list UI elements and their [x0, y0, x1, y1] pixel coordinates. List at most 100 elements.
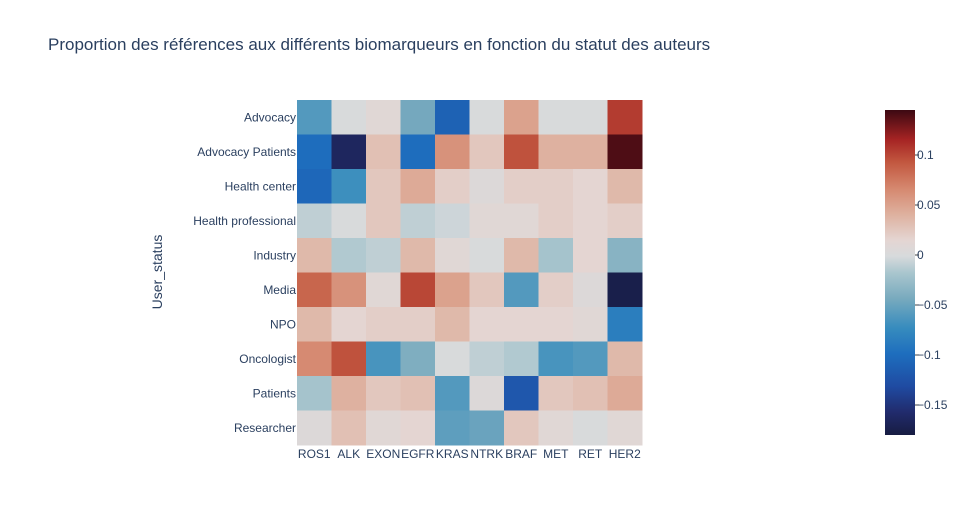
heatmap-cell — [400, 169, 436, 204]
heatmap-cell — [573, 376, 608, 411]
y-axis-title: User_status — [149, 235, 165, 310]
x-tick-label: KRAS — [436, 447, 469, 461]
heatmap-cell — [435, 341, 470, 377]
x-tick-label: EXON — [366, 447, 400, 461]
heatmap-cell — [504, 238, 539, 273]
y-tick-label: Media — [263, 283, 296, 297]
heatmap-cell — [331, 410, 367, 446]
heatmap-cell — [297, 134, 332, 170]
heatmap-cell — [573, 341, 608, 377]
heatmap-cell — [607, 134, 643, 170]
heatmap-cell — [573, 134, 608, 170]
heatmap-cell — [297, 203, 332, 239]
heatmap-cell — [573, 203, 608, 239]
heatmap-cell — [400, 238, 436, 273]
heatmap-cell — [607, 272, 643, 308]
y-tick-label: NPO — [270, 317, 296, 331]
heatmap-cell — [331, 134, 367, 170]
heatmap-cell — [435, 272, 470, 308]
y-tick-label: Advocacy — [244, 110, 296, 124]
heatmap-cell — [400, 272, 436, 308]
heatmap-cell — [366, 134, 401, 170]
x-tick-label: EGFR — [401, 447, 435, 461]
heatmap-cell — [366, 272, 401, 308]
heatmap-cell — [366, 376, 401, 411]
heatmap-cell — [297, 341, 332, 377]
x-axis-ticks: ROS1 ALK EXON EGFR KRAS NTRK BRAF MET RET HER2 — [298, 447, 641, 461]
heatmap-cell — [366, 307, 401, 342]
colorbar — [885, 110, 915, 435]
heatmap-cell — [297, 238, 332, 273]
heatmap-cell — [573, 169, 608, 204]
heatmap-cell — [366, 169, 401, 204]
heatmap-cell — [366, 238, 401, 273]
heatmap-cell — [538, 272, 574, 308]
heatmap-cell — [331, 376, 367, 411]
heatmap-cell — [297, 169, 332, 204]
heatmap-cell — [435, 238, 470, 273]
colorbar-tick-label: −0.1 — [917, 348, 941, 362]
y-tick-label: Oncologist — [239, 352, 296, 366]
heatmap-cell — [297, 376, 332, 411]
heatmap-cell — [435, 169, 470, 204]
heatmap-cell — [297, 410, 332, 446]
heatmap-cell — [435, 307, 470, 342]
colorbar-tick-label: 0.1 — [917, 148, 934, 162]
heatmap-cell — [538, 307, 574, 342]
heatmap-cell — [366, 410, 401, 446]
y-tick-label: Researcher — [234, 421, 296, 435]
x-tick-label: ROS1 — [298, 447, 331, 461]
x-tick-label: NTRK — [470, 447, 503, 461]
heatmap-cell — [504, 100, 539, 135]
heatmap-cell — [607, 238, 643, 273]
colorbar-ticks: 0.1 0.05 0 −0.05 −0.1 −0.15 — [915, 148, 948, 412]
heatmap-cell — [573, 307, 608, 342]
heatmap-cell — [607, 100, 643, 135]
heatmap-cell — [538, 169, 574, 204]
heatmap-cell — [573, 410, 608, 446]
x-tick-label: RET — [578, 447, 603, 461]
heatmap-cell — [469, 134, 505, 170]
heatmap-cell — [297, 100, 332, 135]
heatmap-cell — [538, 238, 574, 273]
colorbar-tick-label: 0.05 — [917, 198, 941, 212]
colorbar-tick-label: −0.15 — [917, 398, 948, 412]
heatmap-cell — [331, 238, 367, 273]
heatmap-cell — [331, 203, 367, 239]
y-tick-label: Advocacy Patients — [197, 145, 296, 159]
heatmap-cell — [607, 203, 643, 239]
heatmap-cell — [366, 203, 401, 239]
y-tick-label: Health center — [225, 179, 296, 193]
heatmap-cell — [297, 307, 332, 342]
heatmap-cell — [297, 272, 332, 308]
heatmap-cell — [435, 203, 470, 239]
heatmap-cell — [400, 410, 436, 446]
heatmap-cell — [469, 307, 505, 342]
x-tick-label: ALK — [337, 447, 360, 461]
heatmap-cell — [573, 272, 608, 308]
heatmap-cell — [573, 238, 608, 273]
heatmap-cell — [331, 100, 367, 135]
heatmap-cell — [607, 341, 643, 377]
heatmap-cell — [435, 410, 470, 446]
heatmap-cell — [366, 100, 401, 135]
heatmap-cells — [297, 100, 643, 446]
heatmap-cell — [469, 238, 505, 273]
x-tick-label: BRAF — [505, 447, 537, 461]
heatmap-cell — [504, 341, 539, 377]
heatmap-cell — [469, 272, 505, 308]
heatmap-cell — [607, 169, 643, 204]
colorbar-tick-label: −0.05 — [917, 298, 948, 312]
heatmap-cell — [400, 134, 436, 170]
heatmap-cell — [607, 410, 643, 446]
heatmap-cell — [607, 376, 643, 411]
heatmap-cell — [469, 203, 505, 239]
heatmap-cell — [607, 307, 643, 342]
heatmap-cell — [435, 100, 470, 135]
heatmap-cell — [538, 341, 574, 377]
heatmap-cell — [504, 203, 539, 239]
x-tick-label: HER2 — [609, 447, 641, 461]
heatmap-cell — [504, 410, 539, 446]
heatmap-cell — [400, 100, 436, 135]
